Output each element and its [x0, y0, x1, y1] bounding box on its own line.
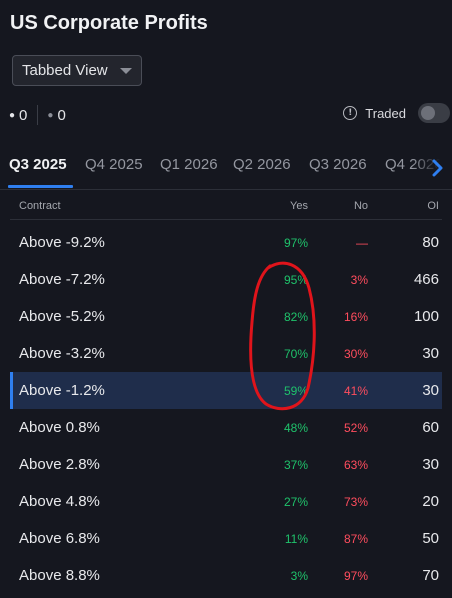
page-title: US Corporate Profits: [10, 12, 208, 34]
no-price[interactable]: 63%: [343, 458, 368, 472]
quarter-tabs: Q3 2025 Q4 2025 Q1 2026 Q2 2026 Q3 2026 …: [0, 148, 452, 190]
yes-price[interactable]: 95%: [283, 273, 308, 287]
no-price[interactable]: 97%: [343, 569, 368, 583]
open-interest: 60: [422, 419, 439, 436]
open-interest: 30: [422, 382, 439, 399]
dot-icon: ●: [47, 109, 54, 121]
traded-filter: ! Traded: [343, 103, 452, 123]
open-interest: 20: [422, 493, 439, 510]
contract-table: Above -9.2% 97% — 80 Above -7.2% 95% 3% …: [10, 224, 442, 594]
contract-name: Above -5.2%: [19, 308, 105, 325]
active-tab-indicator: [8, 185, 73, 188]
open-interest: 50: [422, 530, 439, 547]
table-row[interactable]: Above 2.8% 37% 63% 30: [10, 446, 442, 483]
tab-q1-2026[interactable]: Q1 2026: [160, 156, 218, 173]
contract-name: Above -9.2%: [19, 234, 105, 251]
tab-q3-2026[interactable]: Q3 2026: [309, 156, 367, 173]
table-row[interactable]: Above -9.2% 97% — 80: [10, 224, 442, 261]
table-row[interactable]: Above 6.8% 11% 87% 50: [10, 520, 442, 557]
yes-price[interactable]: 11%: [284, 532, 308, 546]
contract-name: Above -7.2%: [19, 271, 105, 288]
open-interest: 80: [422, 234, 439, 251]
table-row[interactable]: Above 0.8% 48% 52% 60: [10, 409, 442, 446]
no-price[interactable]: 3%: [350, 273, 368, 287]
yes-price[interactable]: 70%: [283, 347, 308, 361]
counter-row: ● 0 ● 0: [9, 105, 66, 125]
header-no: No: [353, 200, 368, 212]
traded-toggle[interactable]: [418, 103, 450, 123]
table-row[interactable]: Above 8.8% 3% 97% 70: [10, 557, 442, 594]
yes-price[interactable]: 48%: [283, 421, 308, 435]
header-yes: Yes: [290, 200, 308, 212]
table-row[interactable]: Above 4.8% 27% 73% 20: [10, 483, 442, 520]
chevron-down-icon: [120, 68, 132, 74]
yes-price[interactable]: 37%: [283, 458, 308, 472]
open-interest: 466: [413, 271, 439, 288]
table-row[interactable]: Above -3.2% 70% 30% 30: [10, 335, 442, 372]
yes-price[interactable]: 82%: [283, 310, 308, 324]
tab-q4-2025[interactable]: Q4 2025: [85, 156, 143, 173]
contract-name: Above 4.8%: [19, 493, 100, 510]
no-price[interactable]: 16%: [343, 310, 368, 324]
counter-first-value: 0: [19, 106, 28, 124]
contract-name: Above 2.8%: [19, 456, 100, 473]
table-row[interactable]: Above -5.2% 82% 16% 100: [10, 298, 442, 335]
contract-name: Above 0.8%: [19, 419, 100, 436]
contract-name: Above 8.8%: [19, 567, 100, 584]
yes-price[interactable]: 27%: [283, 495, 308, 509]
info-icon[interactable]: !: [343, 106, 358, 120]
no-price[interactable]: 41%: [343, 384, 368, 398]
table-row[interactable]: Above -7.2% 95% 3% 466: [10, 261, 442, 298]
open-interest: 30: [422, 456, 439, 473]
no-price[interactable]: 87%: [343, 532, 368, 546]
no-price[interactable]: 73%: [343, 495, 368, 509]
table-row-selected[interactable]: Above -1.2% 59% 41% 30: [10, 372, 442, 409]
contract-name: Above -3.2%: [19, 345, 105, 362]
contract-name: Above 6.8%: [19, 530, 100, 547]
open-interest: 30: [422, 345, 439, 362]
contract-name: Above -1.2%: [19, 382, 105, 399]
yes-price[interactable]: 59%: [283, 384, 308, 398]
tab-q3-2025[interactable]: Q3 2025: [9, 156, 67, 173]
dot-icon: ●: [9, 109, 16, 121]
tabs-fade: [412, 148, 452, 188]
view-mode-value: Tabbed View: [22, 62, 108, 79]
traded-label: Traded: [365, 105, 406, 121]
header-oi: OI: [427, 200, 439, 212]
header-contract: Contract: [19, 200, 61, 212]
no-price[interactable]: 52%: [343, 421, 368, 435]
open-interest: 70: [422, 567, 439, 584]
chevron-right-icon[interactable]: [428, 159, 446, 177]
toggle-knob: [421, 106, 435, 120]
tab-q2-2026[interactable]: Q2 2026: [233, 156, 291, 173]
counter-second: ● 0: [47, 107, 65, 124]
view-mode-dropdown[interactable]: Tabbed View: [12, 55, 142, 86]
counter-second-value: 0: [57, 106, 66, 124]
yes-price[interactable]: 97%: [283, 236, 308, 250]
yes-price[interactable]: 3%: [290, 569, 308, 583]
open-interest: 100: [413, 308, 439, 325]
divider: [37, 105, 39, 125]
table-header: Contract Yes No OI: [10, 192, 442, 220]
no-price[interactable]: 30%: [343, 347, 368, 361]
no-price[interactable]: —: [356, 236, 368, 250]
counter-first: ● 0: [9, 107, 27, 124]
